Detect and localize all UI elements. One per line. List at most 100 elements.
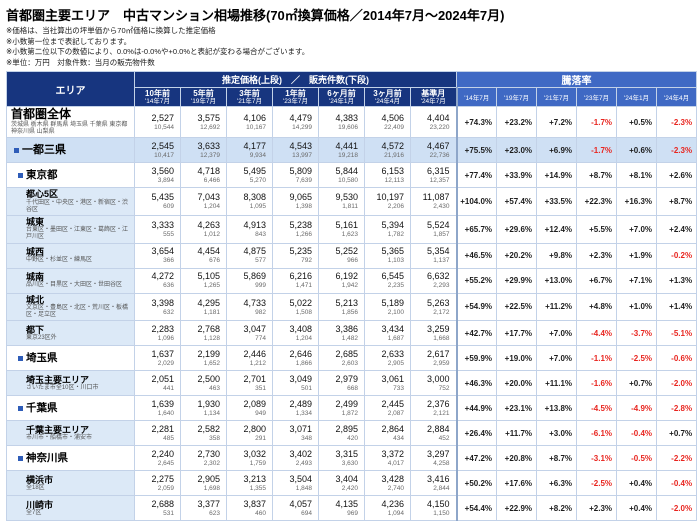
count-value: 1,012 xyxy=(203,230,220,238)
price-count-cell: 3,333 555 xyxy=(134,214,181,244)
price-value: 3,428 xyxy=(381,474,404,485)
count-value: 2,844 xyxy=(433,484,450,492)
count-value: 1,668 xyxy=(433,334,450,342)
price-value: 2,685 xyxy=(335,349,358,360)
rate-value: +50.2% xyxy=(455,470,498,497)
header-area: エリア xyxy=(6,71,135,107)
price-value: 2,545 xyxy=(151,141,174,152)
price-count-cell: 9,065 1,398 xyxy=(272,187,319,216)
area-name: 首都圏全体 xyxy=(11,107,72,121)
count-value: 752 xyxy=(438,384,450,392)
rate-value: +26.4% xyxy=(455,420,498,447)
notes-block: ※価格は、当社算出の坪単価から70㎡価格に換算した推定価格 ※小数第一位まで表記… xyxy=(6,26,697,68)
price-value: 2,895 xyxy=(335,424,358,435)
price-count-cell: 2,281 485 xyxy=(134,420,181,447)
area-name: 千葉県 xyxy=(11,402,132,414)
count-value: 501 xyxy=(301,384,312,392)
price-count-cell: 2,089 949 xyxy=(226,395,273,422)
rate-value: +16.3% xyxy=(616,187,658,216)
price-value: 5,105 xyxy=(197,271,220,282)
rate-value: +6.9% xyxy=(536,137,578,164)
price-count-cell: 9,530 1,811 xyxy=(318,187,365,216)
table-row: 埼玉主要エリア さいたま市全10区・川口市 2,051 441 2,500 463 2,70… xyxy=(6,370,698,397)
area-cell: 埼玉県 xyxy=(6,345,135,372)
table-row: 一都三県 2,545 10,417 3,633 12,379 4,177 9,934 4,54… xyxy=(6,137,698,164)
rate-value: +3.0% xyxy=(536,420,578,447)
area-cell: 一都三県 xyxy=(6,137,135,164)
count-value: 2,029 xyxy=(157,359,174,367)
count-value: 460 xyxy=(255,509,266,517)
area-name: 都下 xyxy=(26,324,45,335)
count-value: 2,172 xyxy=(433,308,450,316)
count-value: 2,293 xyxy=(433,282,450,290)
price-count-cell: 5,524 1,857 xyxy=(409,214,458,244)
price-value: 6,216 xyxy=(289,271,312,282)
area-cell: 埼玉主要エリア さいたま市全10区・川口市 xyxy=(6,370,135,397)
table-row: 城南 品川区・目黒区・大田区・世田谷区 4,272 636 5,105 1,265 5,86… xyxy=(6,267,698,294)
price-count-cell: 2,864 434 xyxy=(364,420,411,447)
rate-value: +74.3% xyxy=(455,105,498,139)
price-value: 4,441 xyxy=(335,141,358,152)
rate-value: +8.1% xyxy=(616,162,658,189)
price-value: 9,530 xyxy=(335,192,358,203)
count-value: 1,204 xyxy=(203,203,220,211)
area-name: 横浜市 xyxy=(26,474,54,485)
price-count-cell: 6,632 2,293 xyxy=(409,267,458,294)
count-value: 668 xyxy=(347,384,358,392)
rate-value: +7.0% xyxy=(536,345,578,372)
price-count-cell: 10,197 2,206 xyxy=(364,187,411,216)
price-count-cell: 5,844 10,580 xyxy=(318,162,365,189)
price-count-cell: 4,106 10,167 xyxy=(226,105,273,139)
price-value: 2,051 xyxy=(151,374,174,385)
rate-value: +29.6% xyxy=(496,214,538,244)
table-row: 川崎市 全7区 2,688 531 3,377 623 3,837 460 4,057 694 4,… xyxy=(6,495,698,521)
rate-value: +57.4% xyxy=(496,187,538,216)
count-value: 2,740 xyxy=(387,484,404,492)
count-value: 1,623 xyxy=(341,230,358,238)
price-value: 4,479 xyxy=(289,112,312,123)
count-value: 531 xyxy=(163,509,174,517)
table-row: 横浜市 全18区 2,275 2,059 2,905 1,698 3,213 1,355 3,5… xyxy=(6,470,698,497)
count-value: 1,212 xyxy=(249,359,266,367)
rate-value: +1.9% xyxy=(616,242,658,269)
rate-value: -2.5% xyxy=(576,470,618,497)
rate-value: +33.9% xyxy=(496,162,538,189)
price-count-cell: 6,315 12,357 xyxy=(409,162,458,189)
price-count-cell: 3,408 1,204 xyxy=(272,320,319,347)
price-count-cell: 5,189 2,100 xyxy=(364,292,411,322)
rate-value: -0.5% xyxy=(616,445,658,472)
area-name: 千葉主要エリア xyxy=(26,424,90,435)
rate-value: -5.1% xyxy=(656,320,698,347)
count-value: 1,652 xyxy=(203,359,220,367)
count-value: 2,087 xyxy=(387,409,404,417)
price-count-cell: 2,895 420 xyxy=(318,420,365,447)
area-cell: 神奈川県 xyxy=(6,445,135,472)
price-count-cell: 8,308 1,095 xyxy=(226,187,273,216)
price-value: 2,500 xyxy=(197,374,220,385)
count-value: 1,782 xyxy=(387,230,404,238)
count-value: 632 xyxy=(163,308,174,316)
rate-value: +0.6% xyxy=(616,137,658,164)
price-count-cell: 4,441 19,218 xyxy=(318,137,365,164)
rate-value: +6.3% xyxy=(536,470,578,497)
rate-value: -2.3% xyxy=(656,137,698,164)
rate-value: +46.5% xyxy=(455,242,498,269)
price-value: 6,315 xyxy=(426,166,450,177)
count-value: 774 xyxy=(255,334,266,342)
rate-value: +2.3% xyxy=(576,495,618,521)
price-count-cell: 3,504 1,848 xyxy=(272,470,319,497)
count-value: 636 xyxy=(163,282,174,290)
price-count-cell: 3,000 752 xyxy=(409,370,458,397)
price-value: 4,272 xyxy=(151,271,174,282)
rate-value: +54.4% xyxy=(455,495,498,521)
price-count-cell: 2,633 2,905 xyxy=(364,345,411,372)
count-value: 1,096 xyxy=(157,334,174,342)
count-value: 1,128 xyxy=(203,334,220,342)
price-value: 5,263 xyxy=(426,297,450,308)
price-count-cell: 2,730 2,302 xyxy=(180,445,227,472)
rate-value: +4.8% xyxy=(576,292,618,322)
count-value: 9,934 xyxy=(249,151,266,159)
price-count-cell: 2,800 291 xyxy=(226,420,273,447)
area-cell: 首都圏全体 茨城県 栃木県 群馬県 埼玉県 千葉県 東京都 神奈川県 山梨県 xyxy=(6,105,135,139)
price-count-cell: 2,768 1,128 xyxy=(180,320,227,347)
